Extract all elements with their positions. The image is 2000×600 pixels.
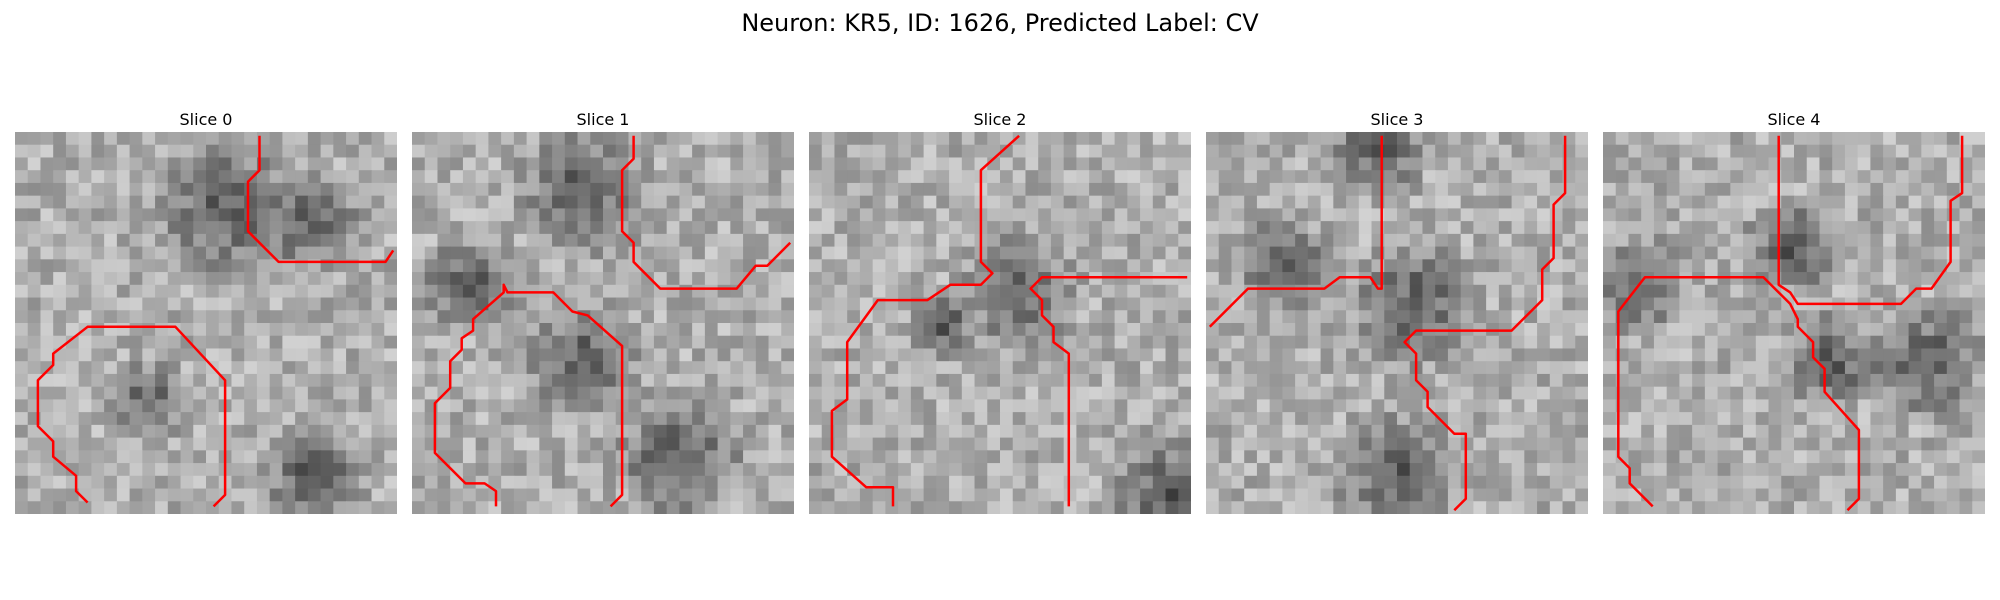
slice-image (1603, 132, 1985, 514)
slice-title: Slice 4 (1767, 110, 1821, 129)
segmentation-outline (246, 135, 395, 264)
slice-title: Slice 0 (179, 110, 233, 129)
slice-panel-3: Slice 3 (1206, 110, 1588, 514)
pixel-grid (412, 132, 794, 514)
segmentation-outline (433, 283, 624, 508)
segmentation-outline (830, 134, 1020, 507)
slice-title: Slice 3 (1370, 110, 1424, 129)
slice-panel-2: Slice 2 (809, 110, 1191, 514)
slice-image (412, 132, 794, 514)
segmentation-outline (1208, 135, 1383, 328)
pixel-grid (1603, 132, 1985, 514)
figure-title: Neuron: KR5, ID: 1626, Predicted Label: … (741, 9, 1259, 37)
segmentation-outline (36, 325, 227, 508)
pixel-grid (15, 132, 397, 514)
segmentation-outline (1403, 135, 1567, 512)
slice-image (1206, 132, 1588, 514)
slice-panel-4: Slice 4 (1603, 110, 1985, 514)
segmentation-outline (1617, 275, 1861, 512)
pixel-grid (1206, 132, 1588, 514)
slice-panel-1: Slice 1 (412, 110, 794, 514)
slice-title: Slice 1 (576, 110, 630, 129)
slice-image (15, 132, 397, 514)
pixel-grid (809, 132, 1191, 514)
segmentation-outline (1777, 135, 1964, 306)
slice-panel-0: Slice 0 (15, 110, 397, 514)
slice-image (809, 132, 1191, 514)
segmentation-outline (620, 135, 792, 290)
segmentation-outline (1029, 275, 1188, 507)
slice-title: Slice 2 (973, 110, 1027, 129)
